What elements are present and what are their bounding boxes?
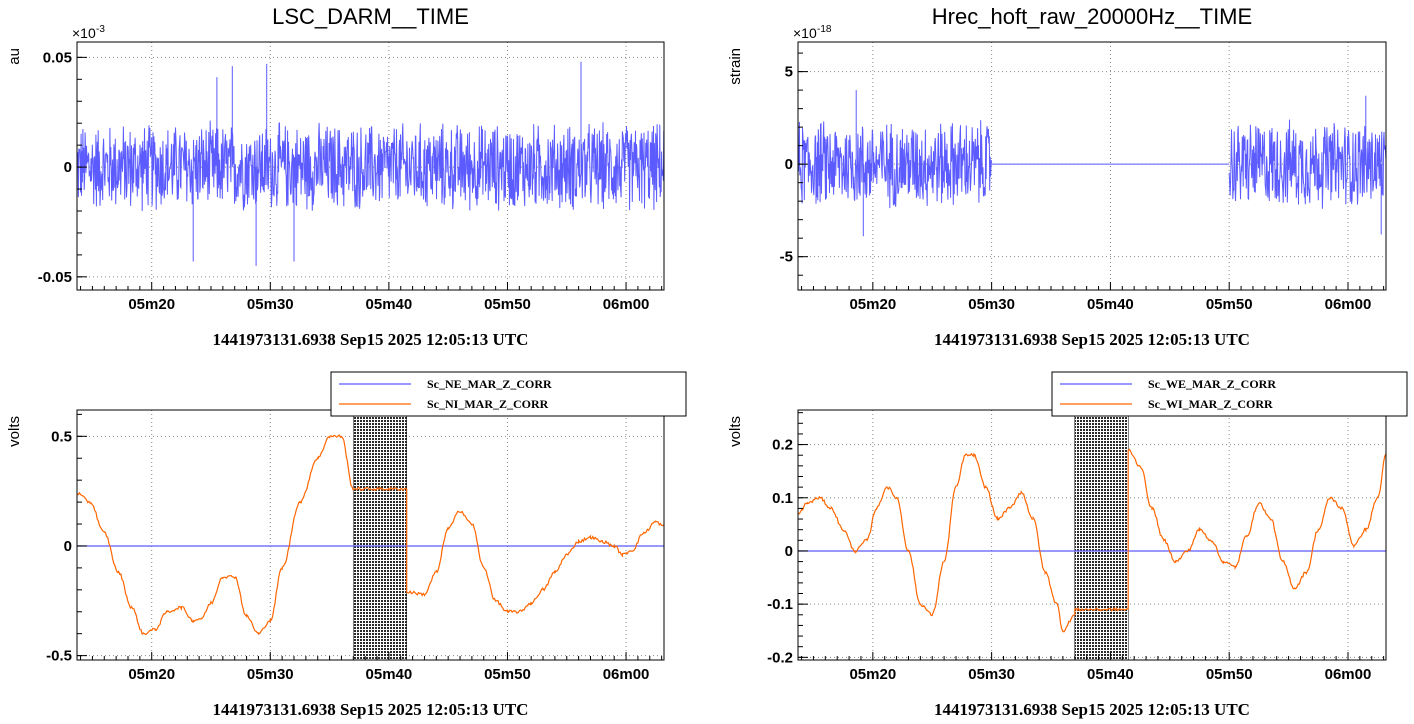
y-tick-label: 0.2 <box>772 437 793 454</box>
plot-frame <box>797 41 1387 291</box>
y-axis-label: au <box>6 48 23 65</box>
series-line <box>77 61 664 266</box>
x-tick-label: 06m00 <box>1325 296 1372 313</box>
y-tick-label: 0.05 <box>43 49 72 66</box>
x-tick-label: 05m30 <box>968 296 1015 313</box>
x-axis-label: 1441973131.6938 Sep15 2025 12:05:13 UTC <box>934 700 1250 719</box>
x-tick-label: 05m40 <box>366 666 413 683</box>
y-tick-label: 5 <box>785 64 793 81</box>
x-tick-label: 06m00 <box>603 296 650 313</box>
x-tick-label: 05m50 <box>484 296 531 313</box>
y-multiplier: ×10 <box>793 25 817 41</box>
y-tick-label: 0 <box>785 543 793 560</box>
y-tick-label: 0 <box>64 538 72 555</box>
y-axis-label: volts <box>6 416 23 447</box>
y-tick-label: -0.05 <box>38 269 72 286</box>
series-line <box>798 90 1386 237</box>
legend-entry: Sc_WE_MAR_Z_CORR <box>1148 377 1276 391</box>
plot-frame <box>76 41 665 291</box>
legend-box <box>1051 371 1408 417</box>
x-tick-label: 05m40 <box>1087 296 1134 313</box>
y-tick-label: -0.2 <box>767 649 793 666</box>
chart-title: Hrec_hoft_raw_20000Hz__TIME <box>932 4 1252 29</box>
y-tick-label: -0.1 <box>767 596 793 613</box>
x-tick-label: 05m50 <box>1206 296 1253 313</box>
y-axis-label: strain <box>727 48 744 85</box>
x-tick-label: 05m30 <box>247 296 294 313</box>
hatched-region <box>353 409 407 661</box>
x-tick-label: 06m00 <box>1325 666 1372 683</box>
chart-title: LSC_DARM__TIME <box>272 4 469 29</box>
y-tick-label: 0.1 <box>772 490 793 507</box>
y-tick-label: 0 <box>64 159 72 176</box>
x-tick-label: 05m50 <box>484 666 531 683</box>
x-tick-label: 05m20 <box>849 666 896 683</box>
x-tick-label: 05m30 <box>247 666 294 683</box>
y-axis-label: volts <box>727 416 744 447</box>
legend-entry: Sc_WI_MAR_Z_CORR <box>1148 397 1273 411</box>
x-tick-label: 05m40 <box>1087 666 1134 683</box>
y-multiplier-exponent: -3 <box>96 24 105 35</box>
x-axis-label: 1441973131.6938 Sep15 2025 12:05:13 UTC <box>213 330 529 349</box>
legend-box <box>330 371 687 417</box>
y-tick-label: 0 <box>785 156 793 173</box>
x-tick-label: 05m20 <box>849 296 896 313</box>
x-axis-label: 1441973131.6938 Sep15 2025 12:05:13 UTC <box>213 700 529 719</box>
y-tick-label: -5 <box>780 249 793 266</box>
y-multiplier-exponent: -18 <box>817 24 832 35</box>
y-multiplier: ×10 <box>72 25 96 41</box>
x-tick-label: 05m50 <box>1206 666 1253 683</box>
series-line <box>798 448 1386 633</box>
x-tick-label: 05m40 <box>366 296 413 313</box>
y-tick-label: -0.5 <box>46 648 72 665</box>
x-tick-label: 05m20 <box>128 666 175 683</box>
series-line <box>77 434 664 636</box>
hatched-region <box>1074 409 1129 661</box>
y-tick-label: 0.5 <box>51 428 72 445</box>
legend-entry: Sc_NE_MAR_Z_CORR <box>427 377 552 391</box>
x-tick-label: 05m30 <box>968 666 1015 683</box>
x-tick-label: 05m20 <box>128 296 175 313</box>
x-tick-label: 06m00 <box>603 666 650 683</box>
x-axis-label: 1441973131.6938 Sep15 2025 12:05:13 UTC <box>934 330 1250 349</box>
legend-entry: Sc_NI_MAR_Z_CORR <box>427 397 549 411</box>
